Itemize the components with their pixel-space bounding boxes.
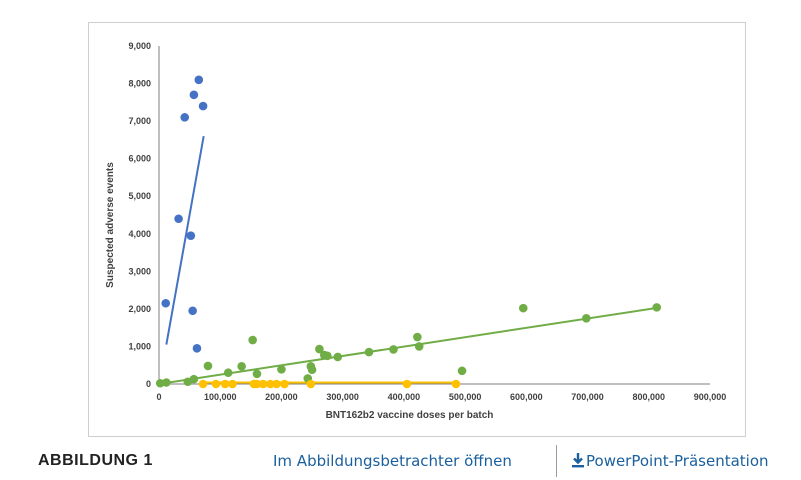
data-point-series-1 (198, 101, 208, 111)
y-axis-title: Suspected adverse events (105, 162, 116, 288)
data-point-series-1 (174, 214, 183, 224)
data-point-series-3 (211, 379, 221, 389)
axes-layer (158, 46, 710, 385)
data-point-series-2 (582, 313, 591, 323)
data-point-series-2 (457, 366, 467, 376)
x-tick-label: 300,000 (326, 392, 359, 402)
data-point-series-3 (266, 379, 275, 389)
data-point-series-1 (192, 344, 202, 353)
y-tick-label: 8,000 (128, 79, 151, 89)
y-tick-label: 9,000 (128, 41, 151, 51)
open-in-figure-viewer-link[interactable]: Im Abbildungsbetrachter öffnen (273, 452, 512, 470)
x-tick-label: 500,000 (449, 392, 482, 402)
x-tick-label: 400,000 (388, 392, 421, 402)
data-point-series-2 (189, 374, 199, 384)
data-point-series-1 (180, 113, 190, 122)
data-point-series-3 (258, 379, 268, 389)
data-point-series-1 (186, 231, 196, 240)
y-tick-label: 2,000 (128, 304, 151, 314)
y-tick-label: 6,000 (128, 154, 151, 164)
figure-caption-bar: ABBILDUNG 1 Im Abbildungsbetrachter öffn… (0, 440, 801, 480)
data-point-series-3 (272, 379, 281, 389)
trendline-layer (158, 135, 659, 385)
data-point-series-3 (402, 379, 412, 389)
x-tick-label: 200,000 (265, 392, 298, 402)
data-point-series-3 (306, 379, 316, 389)
y-tick-label: 4,000 (128, 229, 151, 239)
x-tick-label: 0 (156, 392, 161, 402)
data-point-series-2 (162, 378, 171, 387)
data-point-series-3 (252, 379, 262, 389)
x-tick-label: 700,000 (571, 392, 604, 402)
y-tick-label: 0 (146, 379, 151, 389)
data-point-series-3 (198, 379, 208, 389)
x-tick-label: 800,000 (633, 392, 666, 402)
data-point-series-2 (414, 342, 424, 351)
data-point-series-3 (220, 379, 230, 389)
data-point-series-1 (188, 306, 197, 316)
powerpoint-download-link[interactable]: PowerPoint-Präsentation (571, 452, 769, 470)
data-point-series-1 (161, 298, 171, 308)
data-point-series-2 (413, 332, 422, 342)
data-point-series-2 (315, 344, 324, 354)
scatter-chart: 0 1,000 2,000 3,000 4,000 5,000 6,000 7,000 8,00… (105, 41, 726, 421)
x-tick-label: 600,000 (510, 392, 543, 402)
x-axis-title: BNT162b2 vaccine doses per batch (326, 410, 494, 421)
data-point-series-3 (280, 379, 289, 389)
data-point-series-2 (333, 352, 343, 362)
data-point-series-2 (248, 335, 257, 345)
figure-label: ABBILDUNG 1 (38, 452, 153, 469)
data-point-series-2 (237, 362, 246, 371)
powerpoint-download-label: PowerPoint-Präsentation (586, 452, 769, 470)
download-icon (572, 453, 584, 468)
y-tick-label: 1,000 (128, 341, 151, 351)
data-point-series-3 (451, 379, 461, 389)
x-tick-label: 100,000 (204, 392, 237, 402)
data-point-series-2 (364, 347, 374, 357)
y-tick-label: 5,000 (128, 191, 151, 201)
caption-divider (556, 445, 557, 477)
data-point-series-1 (194, 75, 204, 85)
data-point-series-2 (277, 365, 286, 374)
data-point-series-3 (228, 379, 237, 389)
labels-layer: 0 1,000 2,000 3,000 4,000 5,000 6,000 7,000 8,00… (105, 41, 726, 421)
data-point-series-2 (203, 361, 213, 371)
data-point-series-2 (518, 303, 528, 313)
trendline-series-2 (158, 306, 659, 385)
y-tick-label: 7,000 (128, 116, 151, 126)
data-point-series-2 (223, 368, 233, 378)
trendline-series-1 (165, 135, 205, 345)
x-tick-label: 900,000 (694, 392, 727, 402)
figure-frame: 0 1,000 2,000 3,000 4,000 5,000 6,000 7,000 8,00… (88, 22, 746, 437)
data-point-series-1 (189, 90, 199, 100)
data-point-series-2 (323, 351, 332, 361)
data-point-series-2 (389, 345, 398, 354)
data-point-series-2 (252, 369, 262, 379)
y-tick-label: 3,000 (128, 266, 151, 276)
data-point-series-2 (652, 303, 662, 312)
points-layer (155, 75, 662, 389)
data-point-series-2 (307, 365, 317, 375)
